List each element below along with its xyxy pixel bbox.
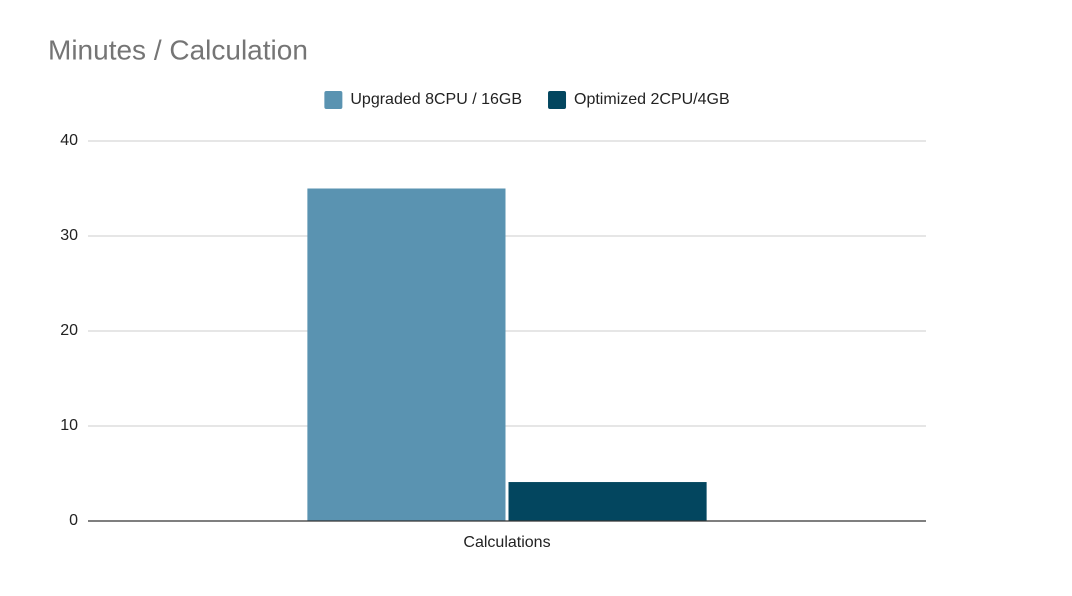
bar bbox=[508, 482, 707, 521]
y-tick-label: 30 bbox=[60, 227, 78, 244]
legend-label: Optimized 2CPU/4GB bbox=[574, 91, 730, 108]
y-tick-label: 0 bbox=[69, 512, 78, 529]
legend-label: Upgraded 8CPU / 16GB bbox=[350, 91, 522, 108]
legend-swatch bbox=[548, 91, 567, 109]
chart-title: Minutes / Calculation bbox=[48, 34, 308, 65]
legend-swatch bbox=[324, 91, 343, 109]
y-tick-label: 10 bbox=[60, 417, 78, 434]
y-tick-label: 20 bbox=[60, 322, 78, 339]
y-tick-label: 40 bbox=[60, 132, 78, 149]
x-tick-label: Calculations bbox=[463, 534, 550, 551]
bar bbox=[307, 188, 506, 521]
